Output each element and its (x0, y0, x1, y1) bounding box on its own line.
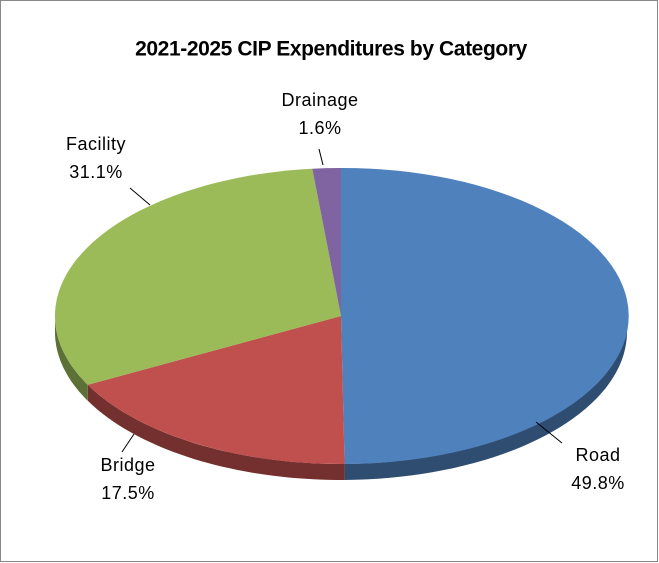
slice-label: Facility (66, 134, 126, 154)
slice-value-label: 1.6% (298, 118, 341, 138)
pie-slice-side (87, 384, 345, 480)
pie-slice (54, 168, 342, 385)
pie-slice (312, 167, 341, 316)
leader-line (129, 187, 151, 206)
pie-slice (341, 167, 629, 465)
leader-line (318, 148, 324, 166)
slice-label: Drainage (281, 90, 358, 110)
slice-label: Bridge (100, 455, 155, 475)
leader-line (535, 421, 563, 444)
chart-title: 2021-2025 CIP Expenditures by Category (135, 38, 527, 61)
slice-value-label: 31.1% (69, 162, 123, 182)
slice-value-label: 17.5% (101, 483, 155, 503)
slice-label: Road (575, 445, 620, 465)
pie-slice-side (344, 316, 627, 480)
slice-value-label: 49.8% (571, 473, 625, 493)
pie-slice (87, 316, 345, 465)
leader-line (121, 433, 135, 453)
pie-slice-side (55, 316, 88, 401)
